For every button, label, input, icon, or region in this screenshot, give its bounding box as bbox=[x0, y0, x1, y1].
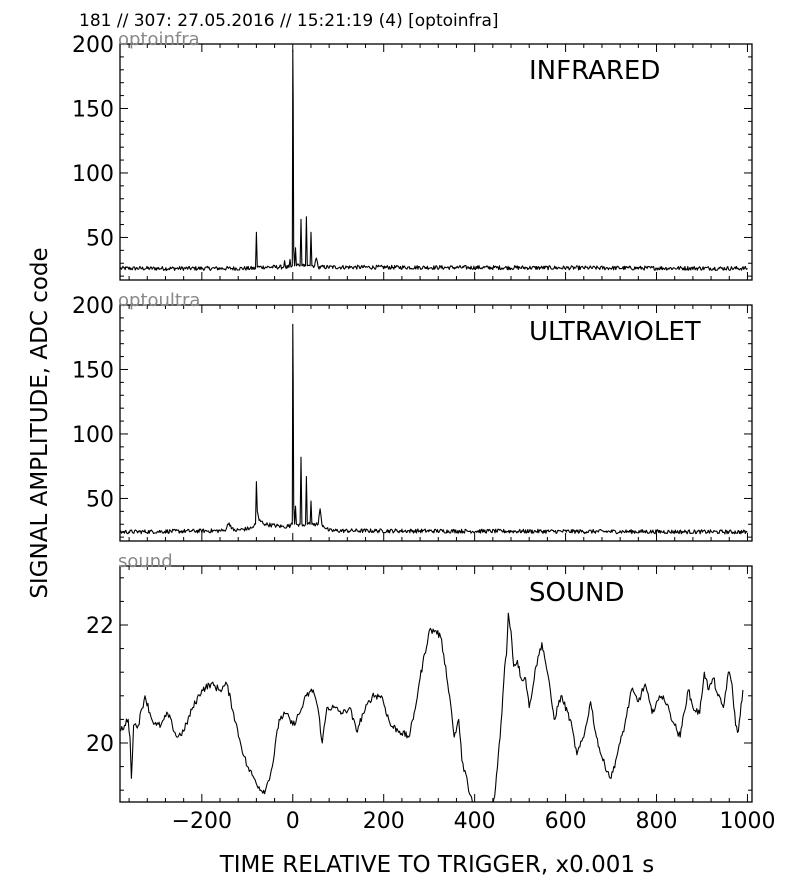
channel-label: optoinfra bbox=[118, 29, 200, 50]
x-tick-label: 200 bbox=[363, 809, 405, 834]
panel-infrared: 50 100 150 200 INFRARED optoinfra bbox=[72, 29, 753, 281]
x-tick-label: 400 bbox=[454, 809, 496, 834]
panel-ultraviolet: 50 100 150 200 ULTRAVIOLET optoultra bbox=[72, 290, 753, 542]
x-tick-label: 800 bbox=[636, 809, 678, 834]
panel-title: INFRARED bbox=[529, 56, 660, 86]
y-tick-label: 50 bbox=[86, 487, 114, 512]
plot-frame bbox=[119, 565, 753, 803]
channel-label: sound bbox=[118, 551, 173, 572]
panels: 50100150200INFRAREDoptoinfra50100150200U… bbox=[72, 29, 775, 834]
y-tick-label: 22 bbox=[86, 614, 114, 639]
panel-sound: 20 22 SOUND sound −200 0 200 400 600 800 1000 bbox=[86, 551, 775, 834]
plot-frame bbox=[119, 304, 753, 542]
x-tick-label: 1000 bbox=[719, 809, 775, 834]
x-tick-label: 0 bbox=[286, 809, 300, 834]
x-axis-label: TIME RELATIVE TO TRIGGER, x0.001 s bbox=[219, 852, 655, 878]
x-tick-label: −200 bbox=[172, 809, 232, 834]
channel-label: optoultra bbox=[118, 290, 200, 311]
y-tick-label: 100 bbox=[72, 423, 114, 448]
series-line-infrared bbox=[120, 49, 748, 271]
series-line-ultraviolet bbox=[120, 323, 748, 535]
series-line-sound bbox=[120, 612, 744, 802]
x-tick-label: 600 bbox=[545, 809, 587, 834]
y-tick-label: 200 bbox=[72, 294, 114, 319]
figure-title: 181 // 307: 27.05.2016 // 15:21:19 (4) [… bbox=[79, 11, 499, 31]
y-tick-label: 50 bbox=[86, 226, 114, 251]
y-tick-label: 150 bbox=[72, 97, 114, 122]
panel-title: SOUND bbox=[529, 578, 624, 608]
panel-title: ULTRAVIOLET bbox=[529, 317, 701, 347]
y-tick-label: 20 bbox=[86, 732, 114, 757]
plot-frame bbox=[119, 43, 753, 281]
y-tick-label: 100 bbox=[72, 162, 114, 187]
y-tick-label: 200 bbox=[72, 33, 114, 58]
y-axis-label: SIGNAL AMPLITUDE, ADC code bbox=[27, 247, 53, 598]
y-tick-label: 150 bbox=[72, 358, 114, 383]
